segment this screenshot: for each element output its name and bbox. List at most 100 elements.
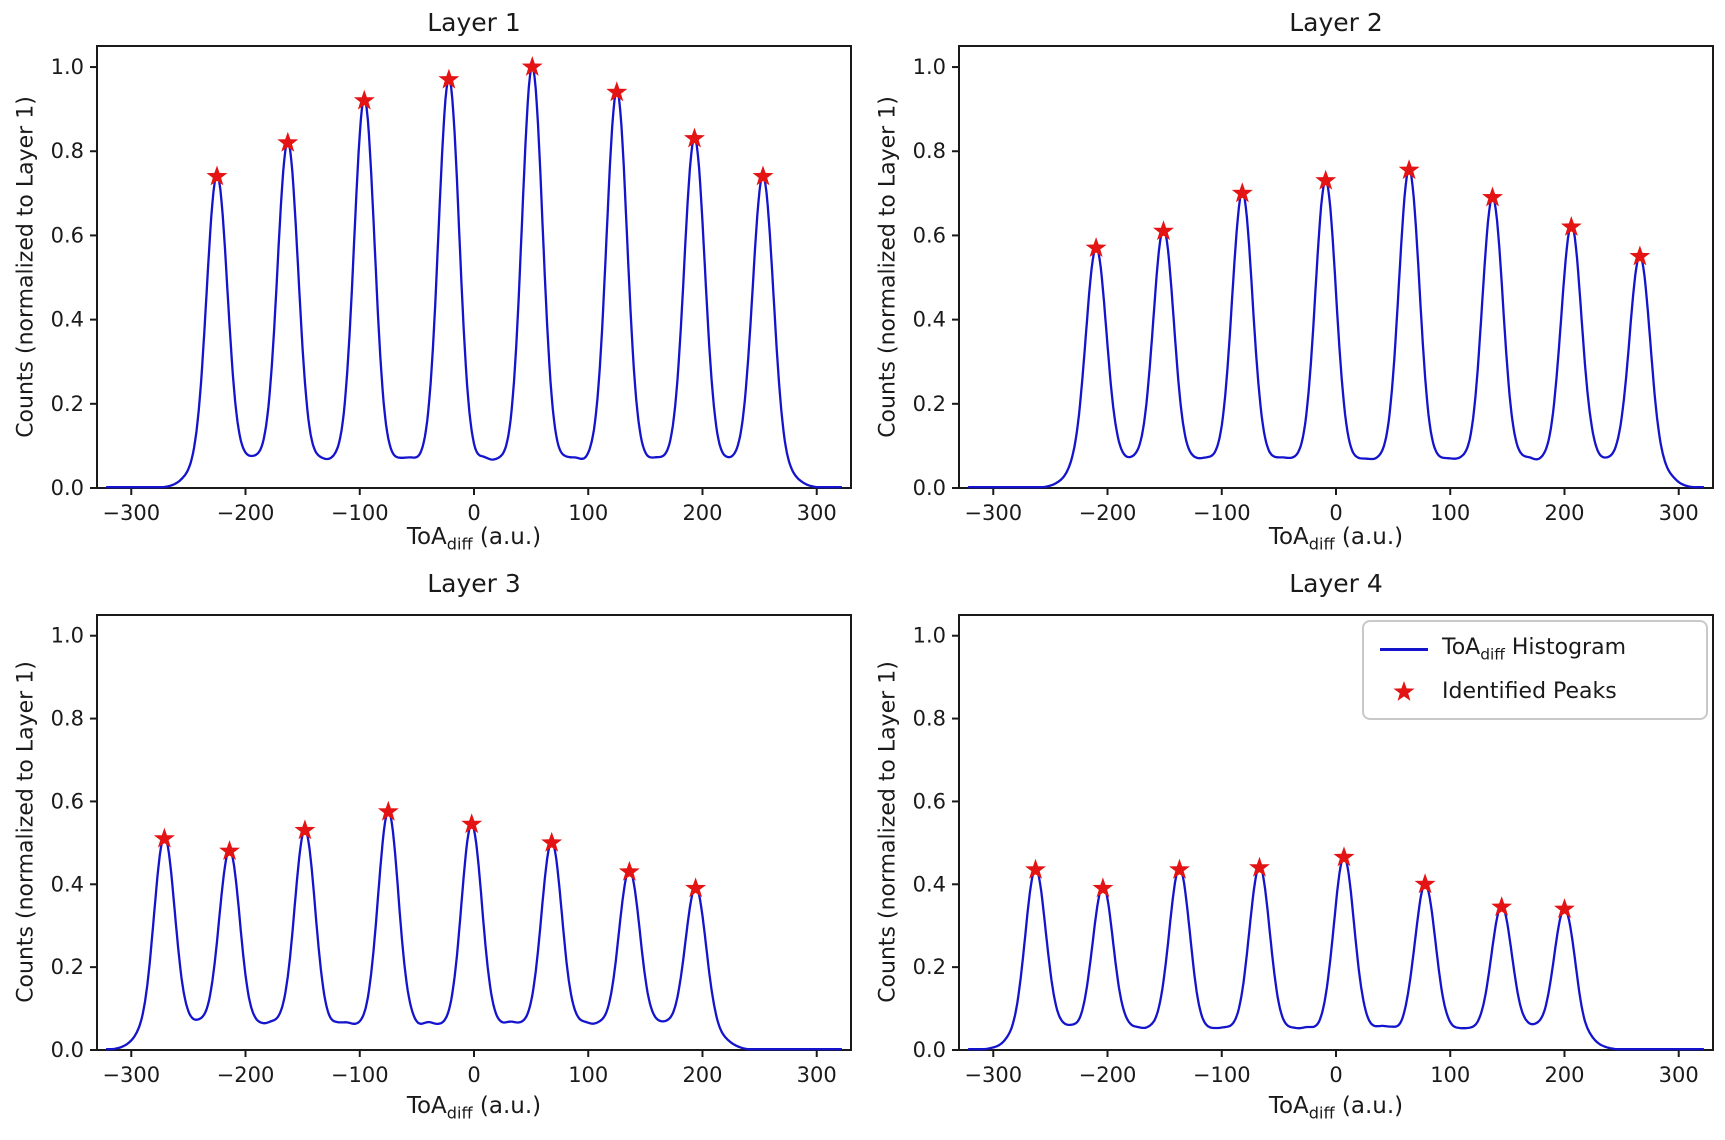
svg-text:0.4: 0.4 bbox=[913, 872, 946, 896]
histogram-line bbox=[106, 65, 842, 489]
peak-star-icon bbox=[1414, 873, 1436, 894]
y-ticks: 0.0 0.2 0.4 0.6 0.8 1.0 bbox=[913, 55, 959, 500]
svg-text:−100: −100 bbox=[1193, 1063, 1251, 1087]
svg-text:0: 0 bbox=[467, 1063, 480, 1087]
svg-text:0.8: 0.8 bbox=[51, 707, 84, 731]
svg-text:−300: −300 bbox=[102, 501, 160, 525]
plot-canvas-layer-3: −300 −200 −100 0 100 200 300 0.0 0.2 0.4 0.6 0.8 1.0 bbox=[51, 614, 852, 1087]
svg-text:−200: −200 bbox=[1079, 1063, 1137, 1087]
svg-text:100: 100 bbox=[568, 1063, 608, 1087]
identified-peak-markers bbox=[153, 800, 707, 898]
svg-text:0.8: 0.8 bbox=[913, 707, 946, 731]
svg-text:200: 200 bbox=[1544, 1063, 1584, 1087]
peak-star-icon bbox=[219, 840, 240, 860]
svg-text:0.6: 0.6 bbox=[913, 223, 946, 247]
svg-text:−100: −100 bbox=[1193, 501, 1251, 525]
x-axis-label-sub: diff bbox=[1308, 1103, 1335, 1123]
svg-text:−300: −300 bbox=[964, 501, 1022, 525]
histogram-line bbox=[968, 168, 1704, 489]
svg-text:0.0: 0.0 bbox=[51, 476, 84, 500]
y-axis-label: Counts (normalized to Layer 1) bbox=[13, 96, 39, 438]
x-ticks: −300 −200 −100 0 100 200 300 bbox=[964, 1050, 1699, 1087]
svg-text:300: 300 bbox=[797, 501, 837, 525]
peak-star-icon bbox=[1169, 858, 1190, 879]
legend-item-histogram: ToAdiff Histogram bbox=[1380, 632, 1690, 666]
plot-title: Layer 4 bbox=[1289, 569, 1383, 598]
peak-star-icon bbox=[461, 813, 483, 834]
peak-star-icon bbox=[684, 127, 705, 148]
y-axis-label: Counts (normalized to Layer 1) bbox=[875, 96, 901, 438]
svg-text:300: 300 bbox=[797, 1063, 837, 1087]
subplot-layer-1: −300 −200 −100 0 100 200 300 0.0 0.2 0.4 0.6 0.8 1.0… bbox=[0, 0, 862, 565]
y-axis-label: Counts (normalized to Layer 1) bbox=[13, 661, 39, 1003]
legend-item-peaks: Identified Peaks bbox=[1380, 674, 1690, 708]
svg-text:0: 0 bbox=[467, 501, 480, 525]
peak-star-icon bbox=[1153, 220, 1174, 241]
svg-text:1.0: 1.0 bbox=[913, 55, 946, 79]
legend-histogram-label-sub: diff bbox=[1480, 645, 1505, 664]
x-axis-label-rest: (a.u.) bbox=[1334, 1093, 1404, 1119]
svg-text:0.4: 0.4 bbox=[913, 308, 946, 332]
peak-star-icon bbox=[521, 56, 543, 76]
peak-star-icon bbox=[685, 877, 707, 898]
svg-text:1.0: 1.0 bbox=[913, 624, 946, 648]
y-ticks: 0.0 0.2 0.4 0.6 0.8 1.0 bbox=[51, 55, 97, 500]
svg-text:0.2: 0.2 bbox=[51, 392, 84, 416]
svg-text:−300: −300 bbox=[964, 1063, 1022, 1087]
svg-text:0.4: 0.4 bbox=[51, 308, 84, 332]
peak-star-icon bbox=[1554, 898, 1575, 918]
y-ticks: 0.0 0.2 0.4 0.6 0.8 1.0 bbox=[913, 624, 959, 1062]
legend-star-icon bbox=[1380, 678, 1428, 704]
svg-text:−200: −200 bbox=[217, 1063, 275, 1087]
peak-star-icon bbox=[1629, 245, 1651, 266]
svg-text:0.6: 0.6 bbox=[51, 223, 84, 247]
peak-star-icon bbox=[353, 89, 375, 110]
svg-text:0.0: 0.0 bbox=[51, 1038, 84, 1062]
svg-text:0.0: 0.0 bbox=[913, 476, 946, 500]
histogram-line bbox=[106, 809, 842, 1051]
svg-text:0.4: 0.4 bbox=[51, 872, 84, 896]
svg-text:300: 300 bbox=[1659, 501, 1699, 525]
histogram-line bbox=[968, 855, 1704, 1051]
svg-text:0.2: 0.2 bbox=[913, 955, 946, 979]
identified-peak-markers bbox=[1025, 846, 1575, 918]
legend-line-sample bbox=[1380, 647, 1428, 651]
legend-peaks-label: Identified Peaks bbox=[1442, 678, 1617, 704]
peak-star-icon bbox=[606, 81, 628, 102]
plot-canvas-layer-4: −300 −200 −100 0 100 200 300 0.0 0.2 0.4 0.6 0.8 1.0 bbox=[913, 614, 1714, 1087]
x-axis-label-rest: (a.u.) bbox=[472, 1093, 542, 1119]
peak-star-icon bbox=[1085, 237, 1107, 257]
x-axis-label-main: ToA bbox=[406, 1093, 447, 1119]
peak-star-icon bbox=[206, 165, 228, 186]
svg-text:−100: −100 bbox=[331, 1063, 389, 1087]
subplot-layer-3: −300 −200 −100 0 100 200 300 0.0 0.2 0.4 0.6 0.8 1.0… bbox=[0, 565, 862, 1140]
peak-star-icon bbox=[752, 165, 774, 186]
peak-star-icon bbox=[618, 860, 640, 881]
identified-peak-markers bbox=[1085, 159, 1651, 266]
svg-text:300: 300 bbox=[1659, 1063, 1699, 1087]
x-axis-label-main: ToA bbox=[1268, 524, 1309, 550]
peak-star-icon bbox=[1092, 877, 1114, 898]
x-axis-label-main: ToA bbox=[1268, 1093, 1309, 1119]
legend-histogram-label-rest: Histogram bbox=[1504, 634, 1626, 660]
peak-star-icon bbox=[1482, 186, 1503, 207]
x-axis-label-rest: (a.u.) bbox=[472, 524, 542, 550]
svg-text:0.8: 0.8 bbox=[913, 139, 946, 163]
x-ticks: −300 −200 −100 0 100 200 300 bbox=[964, 488, 1699, 525]
subplot-layer-4: −300 −200 −100 0 100 200 300 0.0 0.2 0.4 0.6 0.8 1.0… bbox=[862, 565, 1725, 1140]
x-axis-label-main: ToA bbox=[406, 524, 447, 550]
plot-title: Layer 1 bbox=[427, 8, 521, 37]
plot-canvas-layer-1: −300 −200 −100 0 100 200 300 0.0 0.2 0.4 0.6 0.8 1.0 bbox=[51, 45, 852, 525]
svg-text:0.0: 0.0 bbox=[913, 1038, 946, 1062]
x-axis-label-sub: diff bbox=[446, 534, 473, 554]
x-axis-label-sub: diff bbox=[1308, 534, 1335, 554]
svg-text:100: 100 bbox=[1430, 1063, 1470, 1087]
x-axis-label: ToAdiff (a.u.) bbox=[959, 524, 1713, 554]
peak-star-icon bbox=[1398, 159, 1420, 180]
x-ticks: −300 −200 −100 0 100 200 300 bbox=[102, 1050, 837, 1087]
svg-text:200: 200 bbox=[682, 1063, 722, 1087]
x-axis-label: ToAdiff (a.u.) bbox=[959, 1093, 1713, 1123]
svg-text:1.0: 1.0 bbox=[51, 55, 84, 79]
y-axis-label: Counts (normalized to Layer 1) bbox=[875, 661, 901, 1003]
plot-title: Layer 3 bbox=[427, 569, 521, 598]
